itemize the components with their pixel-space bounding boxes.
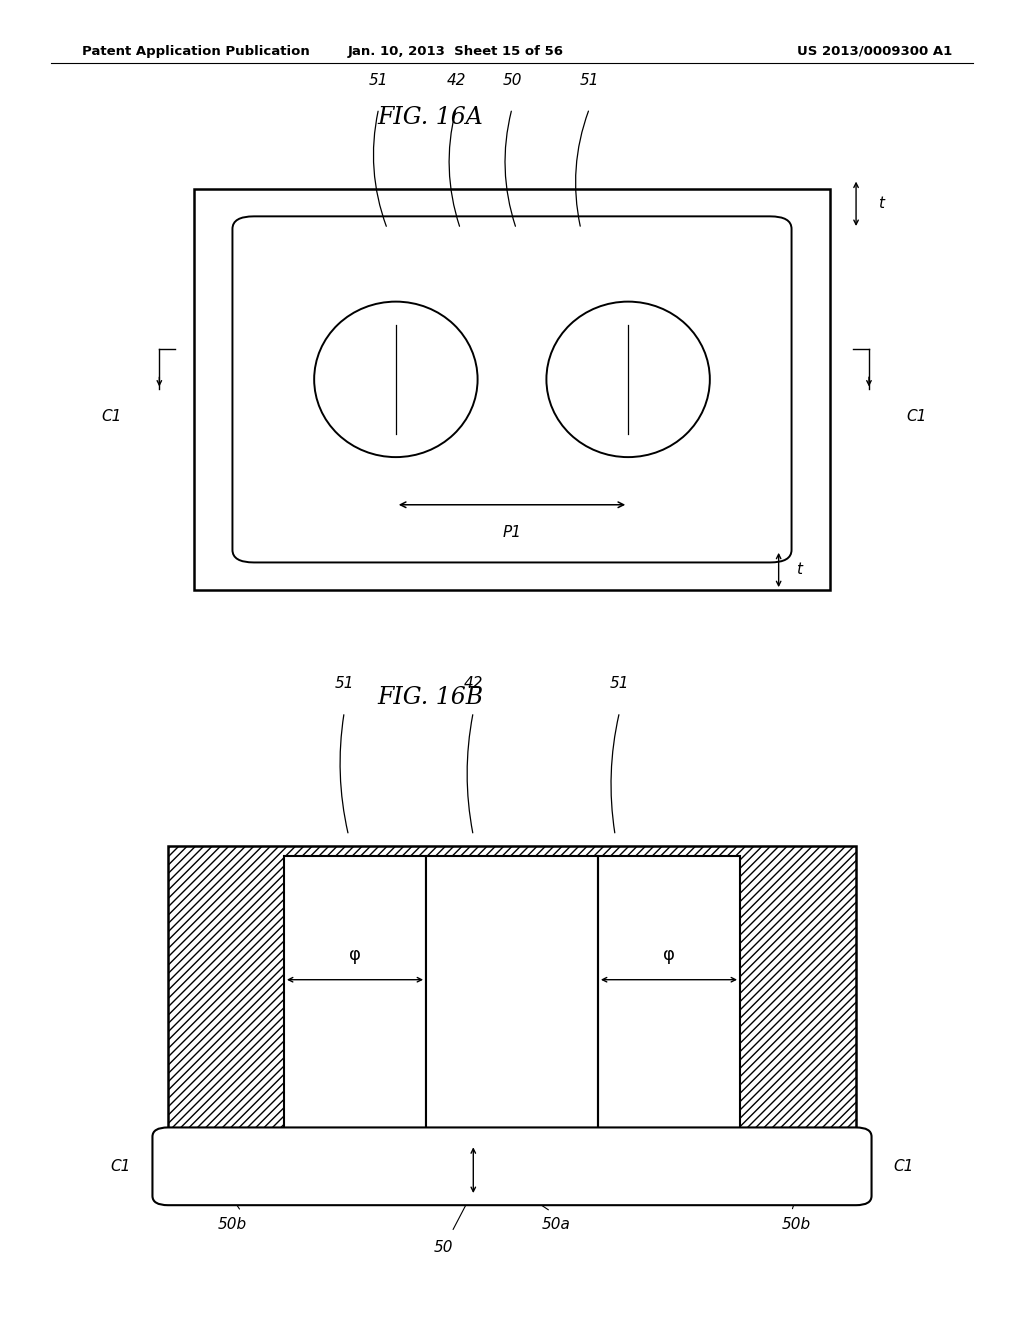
Bar — [598, 857, 740, 1134]
Text: Patent Application Publication: Patent Application Publication — [82, 45, 309, 58]
Bar — [194, 189, 830, 590]
Text: Jan. 10, 2013  Sheet 15 of 56: Jan. 10, 2013 Sheet 15 of 56 — [348, 45, 563, 58]
Ellipse shape — [547, 301, 710, 457]
Text: t: t — [796, 562, 802, 577]
Text: 50b: 50b — [781, 1217, 810, 1232]
Text: 50: 50 — [433, 1239, 453, 1255]
Text: φ: φ — [349, 946, 360, 964]
Text: 51: 51 — [580, 74, 599, 88]
Bar — [284, 857, 426, 1134]
Bar — [426, 857, 598, 1134]
Text: φ: φ — [664, 946, 675, 964]
Text: 50a: 50a — [542, 1217, 571, 1232]
Text: t: t — [878, 197, 884, 211]
Text: C1: C1 — [111, 1159, 131, 1173]
Text: 50b: 50b — [218, 1217, 247, 1232]
Text: 42: 42 — [464, 676, 483, 692]
Text: FIG. 16A: FIG. 16A — [377, 106, 483, 128]
FancyBboxPatch shape — [153, 1127, 871, 1205]
FancyBboxPatch shape — [232, 216, 792, 562]
Text: 51: 51 — [369, 74, 388, 88]
Text: 50: 50 — [502, 74, 522, 88]
Ellipse shape — [314, 301, 477, 457]
Text: US 2013/0009300 A1: US 2013/0009300 A1 — [797, 45, 952, 58]
Text: FIG. 16B: FIG. 16B — [377, 686, 483, 709]
Text: 51: 51 — [609, 676, 630, 692]
Text: 51: 51 — [335, 676, 354, 692]
Text: P1: P1 — [503, 525, 521, 540]
Text: D: D — [490, 1163, 502, 1177]
Text: C1: C1 — [906, 409, 927, 425]
Text: C1: C1 — [893, 1159, 913, 1173]
Bar — [168, 846, 856, 1144]
Text: C1: C1 — [101, 409, 122, 425]
Text: 42: 42 — [446, 74, 466, 88]
Bar — [426, 857, 598, 1134]
